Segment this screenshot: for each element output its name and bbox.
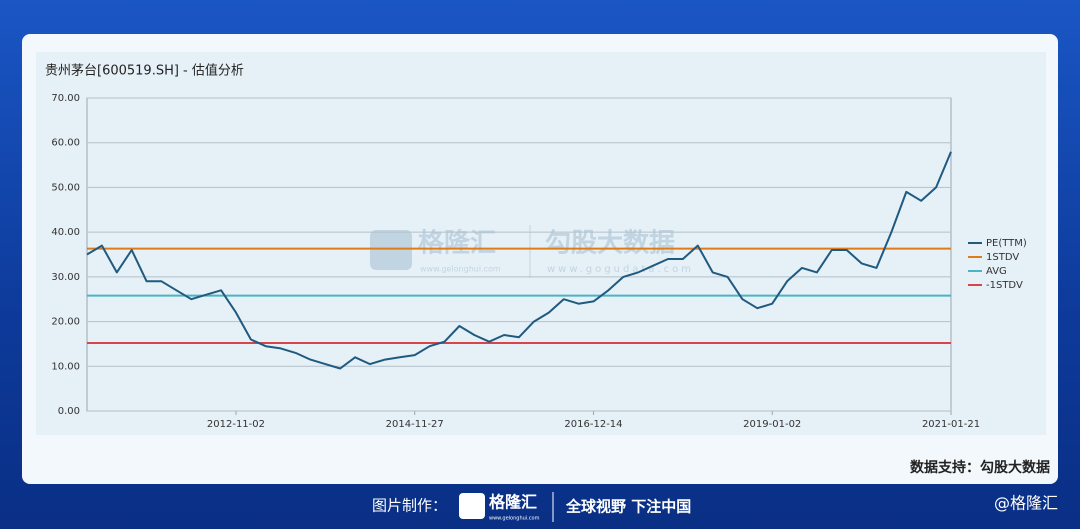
watermark-brand: 格隆汇: [418, 228, 496, 259]
legend-label: PE(TTM): [986, 238, 1027, 249]
y-tick-label: 40.00: [51, 227, 80, 238]
pe-line: [86, 151, 952, 370]
x-tick-label: 2021-01-21: [922, 419, 980, 430]
y-tick-label: 10.00: [51, 361, 80, 372]
watermark-partner: 勾股大数据: [545, 229, 675, 259]
legend-label: 1STDV: [986, 252, 1019, 263]
footer-made-by: 图片制作：: [372, 497, 447, 515]
watermark: 格隆汇 www.gelonghui.com 勾股大数据 www.gogudata…: [370, 225, 694, 278]
x-tick-label: 2019-01-02: [743, 419, 801, 430]
source-note: 数据支持：勾股大数据: [910, 459, 1050, 476]
legend-label: AVG: [986, 266, 1007, 277]
x-tick-label: 2012-11-02: [207, 419, 265, 430]
chart-panel: [36, 52, 1046, 435]
watermark-partner-url: www.gogudata.com: [547, 264, 694, 275]
legend-label: -1STDV: [986, 280, 1023, 291]
footer-handle: @格隆汇: [994, 494, 1058, 513]
y-tick-label: 30.00: [51, 272, 80, 283]
footer-slogan: 全球视野 下注中国: [565, 498, 691, 516]
x-tick-label: 2016-12-14: [564, 419, 622, 430]
x-tick-label: 2014-11-27: [386, 419, 444, 430]
chart-title: 贵州茅台[600519.SH] - 估值分析: [45, 63, 244, 79]
y-tick-label: 60.00: [51, 138, 80, 149]
y-tick-label: 50.00: [51, 182, 80, 193]
watermark-logo: [370, 230, 412, 270]
y-tick-label: 70.00: [51, 93, 80, 104]
watermark-url: www.gelonghui.com: [420, 265, 501, 274]
y-tick-label: 0.00: [58, 406, 80, 417]
footer-logo-icon: [459, 493, 485, 519]
footer-logo-url: www.gelonghui.com: [489, 516, 540, 522]
y-tick-label: 20.00: [51, 317, 80, 328]
footer-logo: 格隆汇: [489, 493, 537, 512]
